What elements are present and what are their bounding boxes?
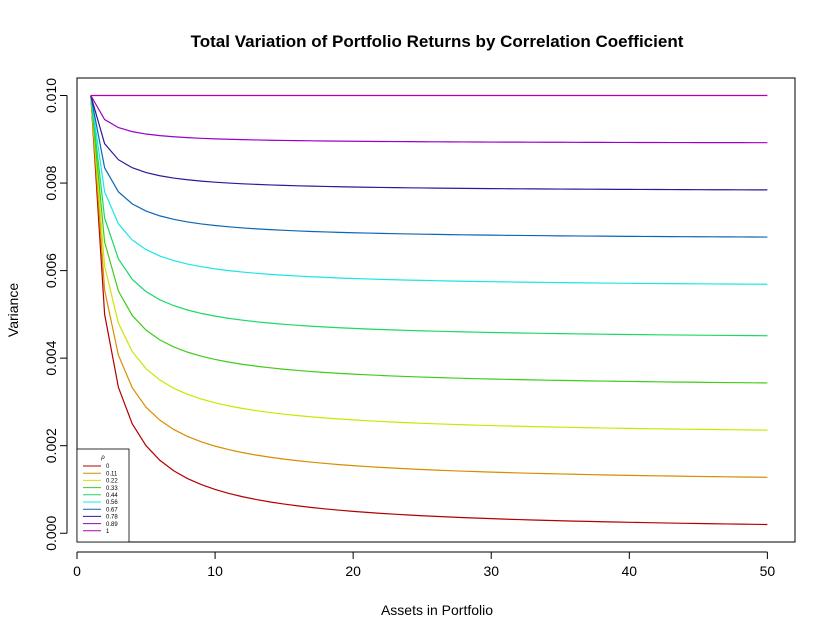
legend-label-rho-0.89: 0.89 (106, 522, 118, 528)
x-tick-label: 0 (73, 563, 81, 579)
legend-label-rho-0.67: 0.67 (106, 507, 118, 513)
y-tick-label: 0.008 (43, 165, 59, 200)
legend-label-rho-0.78: 0.78 (106, 515, 118, 521)
legend-box (76, 448, 130, 543)
x-tick-label: 40 (622, 563, 638, 579)
y-axis: 0.000 0.002 0.004 0.006 0.008 0.010 (43, 78, 68, 551)
legend-label-rho-1: 1 (106, 529, 110, 535)
legend-label-rho-0.22: 0.22 (106, 479, 118, 485)
x-tick-label: 30 (483, 563, 499, 579)
series-line-rho-0.67 (90, 95, 768, 238)
series-line-rho-0 (90, 95, 768, 526)
series-line-rho-0.78 (90, 95, 768, 191)
y-tick-label: 0.002 (43, 428, 59, 463)
x-tick-label: 20 (345, 563, 361, 579)
y-tick-label: 0.006 (43, 253, 59, 288)
legend-label-rho-0: 0 (106, 464, 110, 470)
series-line-rho-0.11 (90, 95, 768, 478)
x-axis: 0 10 20 30 40 50 (73, 551, 776, 579)
legend-label-rho-0.44: 0.44 (106, 493, 118, 499)
chart-title: Total Variation of Portfolio Returns by … (191, 32, 684, 51)
legend: ρ 00.11 0.220.330.440.560.67 0.780.891 (76, 448, 130, 543)
legend-label-rho-0.56: 0.56 (106, 500, 118, 506)
plot-frame (76, 77, 796, 543)
x-axis-label: Assets in Portfolio (381, 602, 493, 618)
y-tick-label: 0.004 (43, 340, 59, 375)
legend-items: 00.11 0.220.330.440.560.67 0.780.891 (83, 464, 118, 535)
y-tick-label: 0.000 (43, 516, 59, 551)
series-line-rho-0.33 (90, 95, 768, 384)
y-axis-label: Variance (5, 283, 21, 337)
series-group (90, 94, 768, 526)
series-line-rho-0.44 (90, 95, 768, 337)
x-tick-label: 50 (760, 563, 776, 579)
series-line-rho-0.89 (90, 95, 768, 144)
legend-label-rho-0.11: 0.11 (106, 471, 118, 477)
x-tick-label: 10 (207, 563, 223, 579)
legend-label-rho-0.33: 0.33 (106, 486, 118, 492)
series-line-rho-0.22 (90, 95, 768, 431)
legend-title: ρ (100, 455, 105, 461)
y-tick-label: 0.010 (43, 78, 59, 113)
series-line-rho-0.56 (90, 95, 768, 285)
